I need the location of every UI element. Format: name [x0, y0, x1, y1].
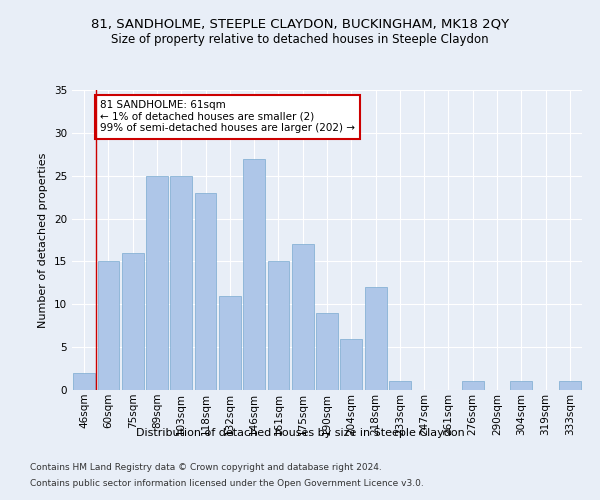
- Bar: [462, 382, 484, 390]
- Bar: [122, 253, 143, 390]
- Bar: [170, 176, 192, 390]
- Bar: [365, 287, 386, 390]
- Text: Size of property relative to detached houses in Steeple Claydon: Size of property relative to detached ho…: [111, 32, 489, 46]
- Bar: [146, 176, 168, 390]
- Bar: [511, 382, 532, 390]
- Text: Distribution of detached houses by size in Steeple Claydon: Distribution of detached houses by size …: [136, 428, 464, 438]
- Bar: [389, 382, 411, 390]
- Text: Contains HM Land Registry data © Crown copyright and database right 2024.: Contains HM Land Registry data © Crown c…: [30, 464, 382, 472]
- Text: 81, SANDHOLME, STEEPLE CLAYDON, BUCKINGHAM, MK18 2QY: 81, SANDHOLME, STEEPLE CLAYDON, BUCKINGH…: [91, 18, 509, 30]
- Bar: [97, 262, 119, 390]
- Text: 81 SANDHOLME: 61sqm
← 1% of detached houses are smaller (2)
99% of semi-detached: 81 SANDHOLME: 61sqm ← 1% of detached hou…: [100, 100, 355, 134]
- Bar: [243, 158, 265, 390]
- Bar: [194, 193, 217, 390]
- Bar: [219, 296, 241, 390]
- Bar: [292, 244, 314, 390]
- Y-axis label: Number of detached properties: Number of detached properties: [38, 152, 49, 328]
- Bar: [559, 382, 581, 390]
- Bar: [73, 373, 95, 390]
- Bar: [316, 313, 338, 390]
- Bar: [268, 262, 289, 390]
- Bar: [340, 338, 362, 390]
- Text: Contains public sector information licensed under the Open Government Licence v3: Contains public sector information licen…: [30, 478, 424, 488]
